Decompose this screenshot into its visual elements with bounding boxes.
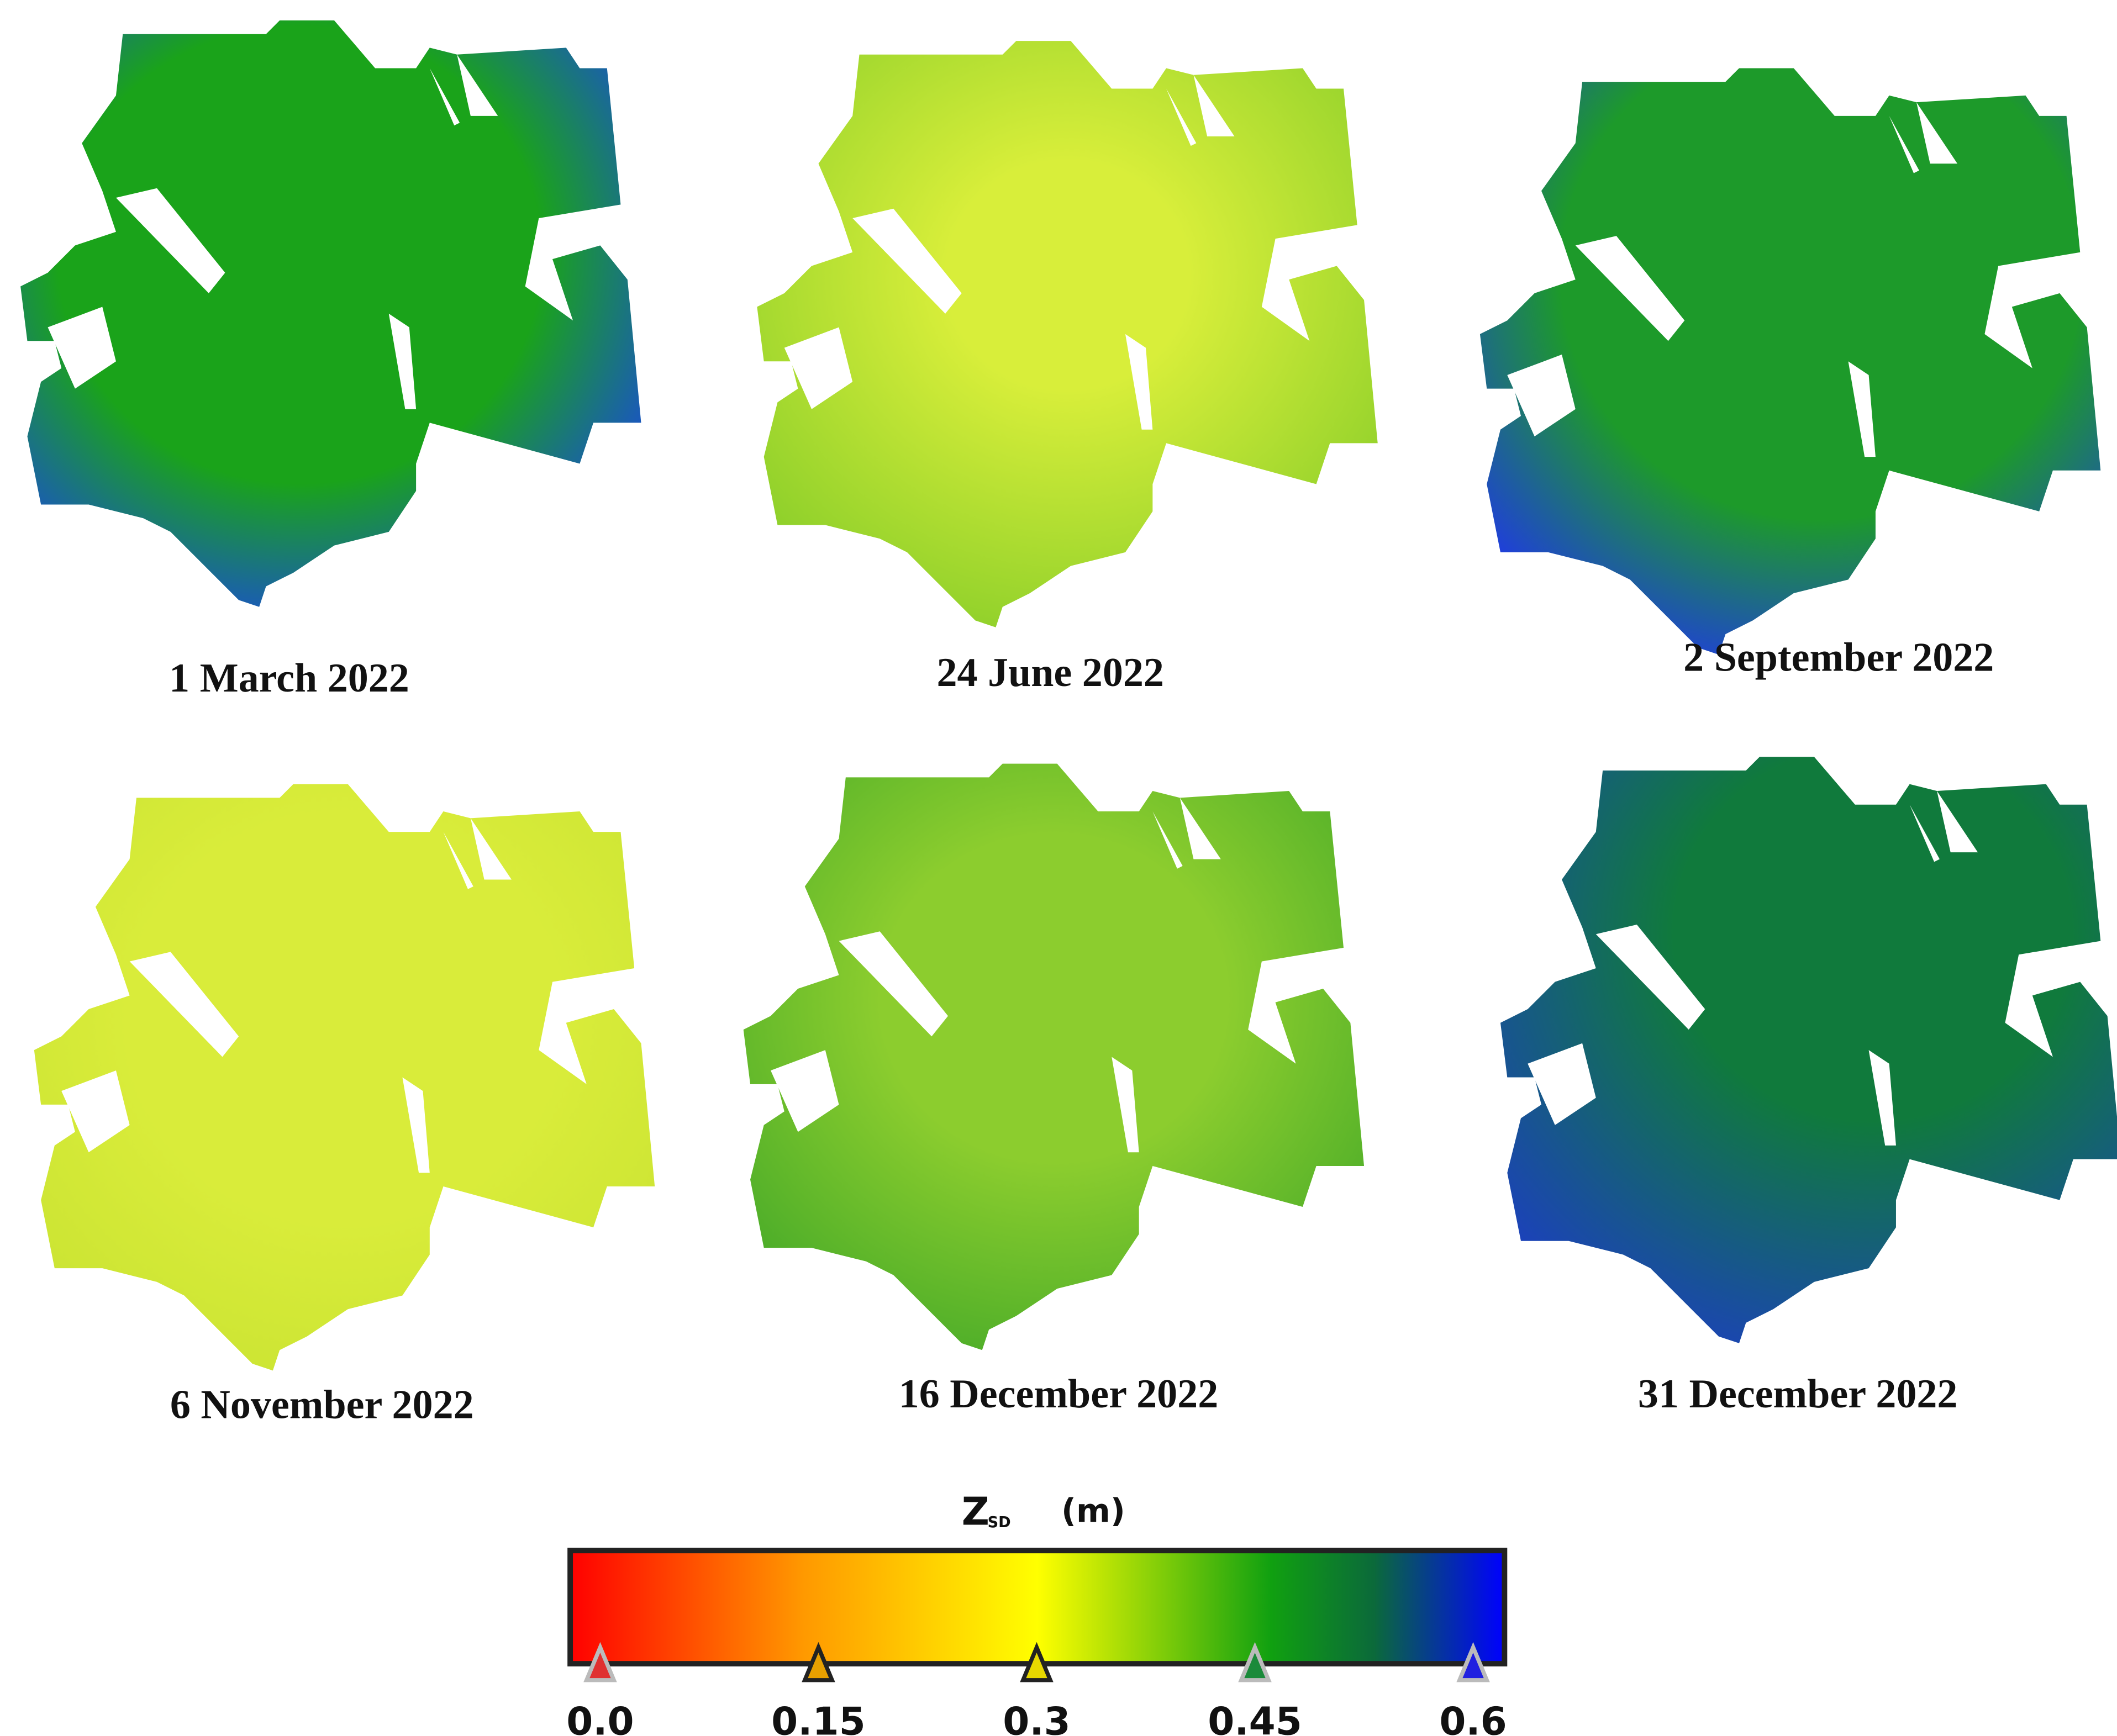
panel-label: 24 June 2022 — [936, 650, 1163, 695]
panel-label: 16 December 2022 — [899, 1371, 1219, 1417]
tick-marker — [583, 1642, 617, 1682]
colorbar-ticks: 0.0 0.15 0.3 0.45 0.6 — [566, 1642, 1507, 1736]
tick-label: 0.3 — [1003, 1700, 1070, 1736]
map-panel — [34, 784, 655, 1371]
tick-marker — [1238, 1642, 1272, 1682]
map-panel — [1479, 68, 2101, 655]
panel-label: 31 December 2022 — [1638, 1371, 1957, 1417]
colorbar-title: Z — [962, 1490, 989, 1534]
tick-marker — [802, 1642, 835, 1682]
tick-marker — [1020, 1642, 1054, 1682]
tick-label: 0.45 — [1208, 1700, 1302, 1736]
colorbar-subscript: SD — [988, 1514, 1011, 1531]
colorbar-unit: (m) — [1061, 1491, 1125, 1529]
panel-label: 1 March 2022 — [169, 656, 409, 701]
tick-label: 0.6 — [1439, 1700, 1507, 1736]
panel-label: 2 September 2022 — [1683, 635, 1994, 680]
tick-label: 0.0 — [566, 1700, 634, 1736]
panel-label: 6 November 2022 — [170, 1383, 474, 1428]
map-panel — [743, 763, 1365, 1350]
map-panel — [1500, 757, 2117, 1343]
tick-label: 0.15 — [771, 1700, 866, 1736]
tick-marker — [1456, 1642, 1490, 1682]
map-panel — [20, 20, 641, 607]
map-panel — [757, 41, 1378, 627]
